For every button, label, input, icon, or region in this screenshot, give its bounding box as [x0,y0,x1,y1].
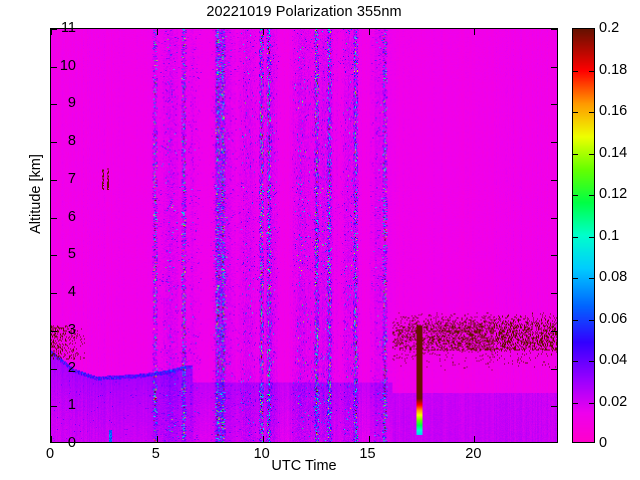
y-tick-mark [551,406,557,408]
x-tick-label: 20 [465,446,482,462]
x-tick-mark [474,29,476,35]
x-tick-mark [368,436,370,442]
colorbar-tick-mark [573,70,578,72]
y-tick-mark [551,104,557,106]
x-tick-mark [51,436,52,442]
colorbar-tick-mark [573,236,578,238]
colorbar-tick-mark [573,402,578,404]
colorbar-tick-label: 0.1 [599,227,620,244]
colorbar-tick-label: 0.06 [599,310,628,327]
x-tick-mark [156,436,158,442]
colorbar-tick-mark [589,361,594,362]
y-tick-mark [551,442,557,443]
y-tick-mark [551,255,557,257]
colorbar-tick-mark [573,153,578,155]
colorbar-tick-mark [589,112,594,113]
x-tick-label: 0 [45,446,55,462]
x-tick-mark [262,436,264,442]
y-tick-mark [51,66,57,68]
colorbar-tick-mark [573,361,578,362]
x-tick-mark [156,29,158,35]
heatmap-image [51,29,557,442]
colorbar-tick-mark [589,70,594,72]
colorbar-tick-mark [589,402,594,404]
colorbar-tick-label: 0 [599,435,608,451]
y-tick-mark [551,29,557,30]
y-tick-mark [551,179,557,181]
x-tick-label: 5 [151,446,160,462]
y-tick-mark [551,66,557,68]
heatmap-axes [50,28,558,443]
colorbar-tick-label: 0.08 [599,269,628,285]
y-tick-mark [51,217,57,219]
x-tick-label: 15 [359,446,376,462]
colorbar-tick-mark [589,319,594,321]
x-tick-mark [51,29,52,35]
y-tick-label: 9 [67,95,76,112]
y-tick-label: 5 [67,246,76,263]
colorbar-tick-mark [573,278,578,279]
y-tick-label: 0 [67,435,76,451]
y-tick-label: 10 [59,57,76,74]
x-axis-label: UTC Time [271,458,337,474]
colorbar-tick-mark [589,153,594,155]
y-tick-mark [551,217,557,219]
y-tick-label: 11 [60,20,76,36]
y-tick-label: 8 [67,133,76,150]
colorbar-tick-mark [589,236,594,238]
x-tick-mark [368,29,370,35]
colorbar-tick-mark [573,195,578,196]
y-tick-mark [51,29,57,30]
colorbar-gradient [573,29,594,442]
colorbar [572,28,595,443]
colorbar-tick-mark [589,195,594,196]
y-tick-mark [551,330,557,332]
y-tick-label: 3 [67,321,76,338]
y-tick-mark [51,368,57,370]
colorbar-tick-mark [589,278,594,279]
y-tick-label: 7 [67,170,76,187]
y-tick-mark [51,255,57,257]
x-tick-label: 10 [253,446,270,462]
page-title: 20221019 Polarization 355nm [206,4,402,20]
y-tick-mark [51,104,57,106]
y-tick-mark [51,330,57,332]
x-tick-mark [474,436,476,442]
colorbar-tick-mark [573,319,578,321]
y-tick-label: 4 [67,284,76,301]
y-tick-label: 1 [67,397,76,414]
y-tick-mark [551,368,557,370]
colorbar-tick-mark [573,112,578,113]
colorbar-tick-label: 0.04 [599,352,628,368]
y-tick-mark [51,142,57,144]
colorbar-tick-label: 0.2 [599,20,620,36]
colorbar-tick-label: 0.18 [599,61,628,78]
colorbar-tick-label: 0.12 [599,186,628,202]
y-tick-label: 2 [67,359,76,376]
y-tick-mark [551,293,557,295]
y-tick-mark [51,293,57,295]
colorbar-tick-label: 0.02 [599,393,628,410]
x-tick-mark [262,29,264,35]
colorbar-tick-label: 0.16 [599,103,628,119]
y-tick-label: 6 [67,208,76,225]
colorbar-tick-label: 0.14 [599,144,628,161]
y-tick-mark [51,179,57,181]
y-tick-mark [51,406,57,408]
y-tick-mark [551,142,557,144]
